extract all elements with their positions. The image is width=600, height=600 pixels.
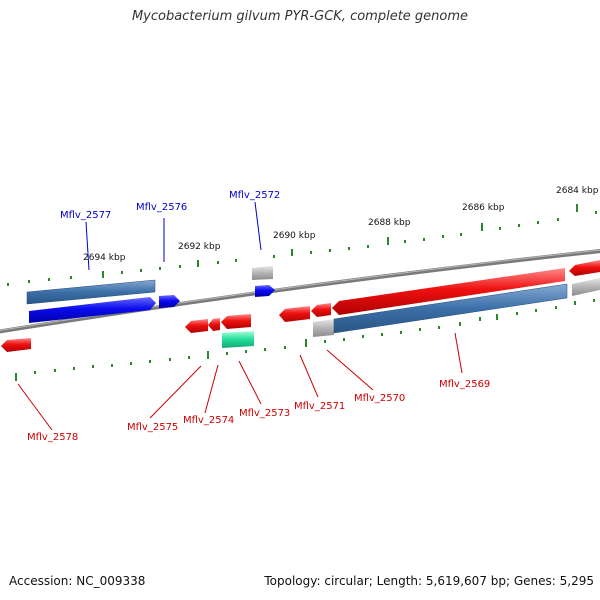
gene-arrow-blue[interactable] — [29, 297, 156, 323]
gene-arrow-blue[interactable] — [159, 295, 180, 308]
gene-label[interactable]: Mflv_2573 — [239, 408, 290, 419]
gene-label[interactable]: Mflv_2575 — [127, 422, 178, 433]
kbp-label: 2690 kbp — [273, 231, 316, 241]
gene-arrow-grey[interactable] — [313, 319, 334, 337]
gene-arrow-grey[interactable] — [572, 278, 600, 296]
kbp-label: 2694 kbp — [83, 253, 126, 263]
callout-lines-bottom — [17, 332, 463, 431]
map-title: Mycobacterium gilvum PYR-GCK, complete g… — [131, 9, 469, 24]
gene-label[interactable]: Mflv_2571 — [294, 401, 345, 412]
gene-label[interactable]: Mflv_2574 — [183, 415, 234, 426]
gene-arrow-red[interactable] — [208, 318, 220, 331]
gene-label[interactable]: Mflv_2569 — [439, 379, 490, 390]
gene-arrow-red[interactable] — [221, 314, 251, 329]
kbp-label: 2686 kbp — [462, 203, 505, 213]
gene-label[interactable]: Mflv_2578 — [27, 432, 78, 443]
gene-arrow-red[interactable] — [279, 306, 310, 322]
accession-label: Accession: NC_009338 — [9, 574, 146, 588]
gene-arrow-blue[interactable] — [255, 285, 275, 297]
outer-tick-ring — [7, 204, 597, 286]
gene-arrow-red[interactable] — [569, 260, 600, 276]
gene-label[interactable]: Mflv_2577 — [60, 210, 111, 221]
genome-backbone-highlight — [0, 249, 600, 331]
gene-arrow-teal[interactable] — [222, 331, 254, 348]
genome-backbone — [0, 249, 600, 334]
kbp-label: 2692 kbp — [178, 242, 221, 252]
gene-arrow-steel[interactable] — [26, 279, 156, 305]
gene-arrow-red[interactable] — [311, 303, 331, 317]
callout-lines-top — [85, 201, 262, 271]
gene-arrow-red[interactable] — [1, 338, 31, 352]
gene-label[interactable]: Mflv_2572 — [229, 190, 280, 201]
kbp-label: 2684 kbp — [556, 186, 599, 196]
gene-label[interactable]: Mflv_2576 — [136, 202, 187, 213]
gene-arrow-red[interactable] — [185, 319, 208, 333]
inner-tick-ring — [15, 299, 595, 381]
gene-arrow-steel[interactable] — [333, 283, 568, 334]
gene-label[interactable]: Mflv_2570 — [354, 393, 405, 404]
genome-stats: Topology: circular; Length: 5,619,607 bp… — [264, 574, 594, 588]
gene-arrow-red[interactable] — [332, 268, 565, 315]
gene-arrow-grey[interactable] — [252, 266, 273, 280]
kbp-label: 2688 kbp — [368, 218, 411, 228]
